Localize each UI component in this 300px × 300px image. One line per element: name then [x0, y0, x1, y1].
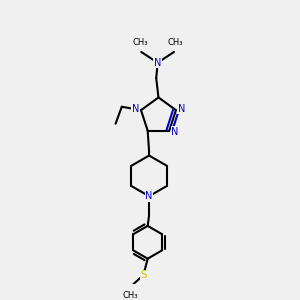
Text: CH₃: CH₃ — [167, 38, 183, 47]
Text: N: N — [154, 58, 161, 68]
Text: S: S — [140, 270, 147, 280]
Text: N: N — [132, 104, 139, 114]
Text: CH₃: CH₃ — [122, 291, 138, 300]
Text: CH₃: CH₃ — [133, 38, 148, 47]
Text: N: N — [146, 191, 153, 201]
Text: N: N — [171, 127, 178, 136]
Text: N: N — [178, 104, 185, 114]
